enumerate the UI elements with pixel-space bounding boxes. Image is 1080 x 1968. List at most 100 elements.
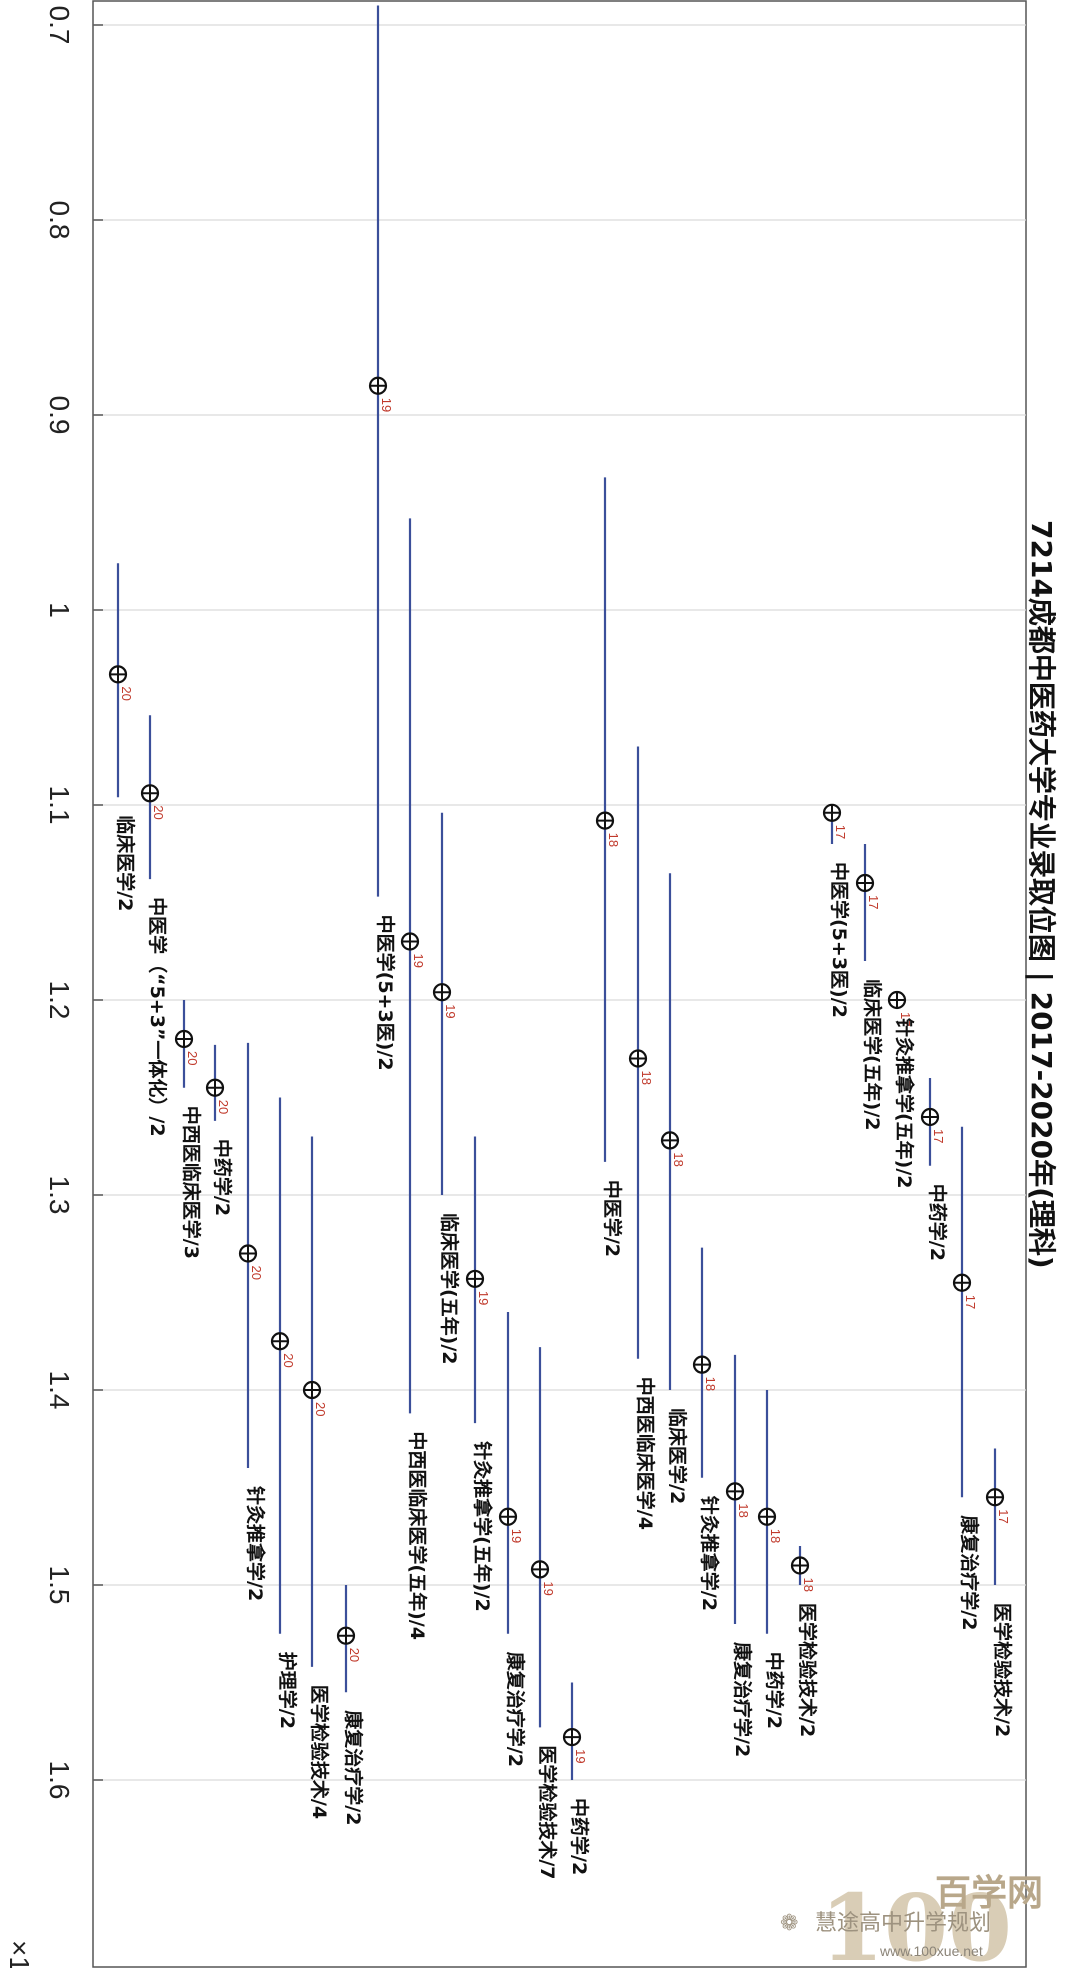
year-label: 19 xyxy=(411,954,426,968)
data-point-group: 18 临床医学/2 xyxy=(660,873,689,1504)
data-point-group: 17 临床医学(五年)/2 xyxy=(855,844,884,1131)
year-label: 20 xyxy=(185,1051,200,1065)
year-label: 18 xyxy=(736,1503,751,1517)
category-label: 针灸推拿学(五年)/2 xyxy=(893,1018,916,1189)
y-tick-label: 1.5 xyxy=(44,1566,75,1605)
year-label: 20 xyxy=(151,805,166,819)
data-point-group: 19 康复治疗学/2 xyxy=(498,1312,527,1767)
category-label: 医学检验技术/2 xyxy=(991,1603,1014,1737)
year-label: 18 xyxy=(606,833,621,847)
svg-text:100: 100 xyxy=(820,1874,1012,1968)
data-point-group: 17 中药学/2 xyxy=(920,1078,949,1261)
data-point-group: 17 医学检验技术/2 xyxy=(985,1448,1014,1737)
data-point-group: 20 护理学/2 xyxy=(270,1097,299,1729)
crosshair-mark xyxy=(824,804,840,821)
data-point-group: 20 中医学（“5+3”一体化）/2 xyxy=(140,715,169,1137)
y-tick-label: 1 xyxy=(44,602,75,618)
category-label: 临床医学(五年)/2 xyxy=(438,1213,461,1365)
crosshair-mark xyxy=(564,1729,580,1746)
data-point-group: 20 针灸推拿学/2 xyxy=(238,1042,267,1601)
crosshair-mark xyxy=(889,992,905,1008)
crosshair-mark xyxy=(694,1356,710,1373)
svg-text:百学网: 百学网 xyxy=(935,1872,1043,1914)
crosshair-mark xyxy=(759,1508,775,1525)
year-label: 20 xyxy=(119,686,134,700)
data-point-group: 20 康复治疗学/2 xyxy=(336,1585,365,1825)
svg-text:www.100xue.net: www.100xue.net xyxy=(879,1943,983,1959)
chart-title: 7214成都中医药大学专业录取位图 | 2017-2020年(理科) xyxy=(1025,520,1058,1269)
year-label: 19 xyxy=(443,1004,458,1018)
y-tick-label: 1.2 xyxy=(44,981,75,1020)
year-label: 19 xyxy=(573,1749,588,1763)
year-label: 17 xyxy=(833,825,848,839)
crosshair-mark xyxy=(500,1508,516,1525)
crosshair-mark xyxy=(110,666,126,683)
data-point-group: 18 中西医临床医学/4 xyxy=(628,746,657,1530)
year-label: 19 xyxy=(509,1529,524,1543)
year-label: 18 xyxy=(639,1071,654,1085)
category-label: 针灸推拿学/2 xyxy=(244,1486,267,1601)
category-label: 护理学/2 xyxy=(276,1652,299,1729)
year-label: 20 xyxy=(249,1266,264,1280)
crosshair-mark xyxy=(467,1270,483,1287)
y-tick-label: 1.1 xyxy=(44,786,75,825)
year-label: 20 xyxy=(347,1648,362,1662)
category-label: 中医学(5+3医)/2 xyxy=(828,862,851,1018)
crosshair-mark xyxy=(532,1561,548,1578)
year-label: 20 xyxy=(281,1353,296,1367)
crosshair-mark xyxy=(272,1333,288,1350)
data-point-group: 19 医学检验技术/7 xyxy=(530,1347,559,1880)
watermark-logo: 100 百学网 ❁ 慧途高中升学规划 www.100xue.net xyxy=(780,1872,1043,1968)
data-point-group: 20 中西医临床医学/3 xyxy=(174,1000,203,1259)
year-label: 18 xyxy=(671,1152,686,1166)
year-label: 19 xyxy=(541,1581,556,1595)
crosshair-mark xyxy=(857,875,873,891)
category-label: 临床医学/2 xyxy=(666,1408,689,1504)
y-tick-label: 1.3 xyxy=(44,1176,75,1215)
year-label: 17 xyxy=(996,1509,1011,1523)
crosshair-mark xyxy=(987,1489,1003,1506)
crosshair-mark xyxy=(792,1557,808,1574)
axis-multiplier: ×10⁴ xyxy=(4,1940,35,1968)
y-tick-label: 0.7 xyxy=(44,6,75,45)
category-label: 中药学/2 xyxy=(763,1652,786,1729)
category-label: 医学检验技术/4 xyxy=(308,1685,331,1819)
category-label: 中医学（“5+3”一体化）/2 xyxy=(146,897,169,1137)
category-label: 中西医临床医学(五年)/4 xyxy=(406,1431,429,1640)
crosshair-mark xyxy=(402,933,418,950)
data-point-group: 19 中药学/2 xyxy=(562,1682,591,1875)
year-label: 18 xyxy=(703,1377,718,1391)
year-label: 17 xyxy=(931,1129,946,1143)
data-point-group: 19 临床医学(五年)/2 xyxy=(432,812,461,1365)
grid xyxy=(93,24,1026,1781)
crosshair-mark xyxy=(240,1245,256,1262)
crosshair-mark xyxy=(304,1382,320,1398)
category-label: 中药学/2 xyxy=(926,1184,949,1261)
crosshair-mark xyxy=(338,1627,354,1644)
crosshair-mark xyxy=(597,812,613,829)
data-marks: 20 临床医学/2 20 中医学（“5+3”一体化）/2 20 中西医临床医学/3 20 中药… xyxy=(108,5,1014,1880)
year-label: 17 xyxy=(866,895,881,909)
category-label: 临床医学/2 xyxy=(114,815,137,911)
data-point-group: 18 中医学/2 xyxy=(595,477,624,1257)
plot-frame xyxy=(92,0,1027,1968)
crosshair-mark xyxy=(142,785,158,802)
y-tick-label: 0.9 xyxy=(44,396,75,435)
category-label: 医学检验技术/2 xyxy=(796,1603,819,1737)
year-label: 20 xyxy=(216,1100,231,1114)
category-label: 康复治疗学/2 xyxy=(342,1710,365,1825)
crosshair-mark xyxy=(954,1274,970,1291)
year-label: 19 xyxy=(476,1291,491,1305)
crosshair-mark xyxy=(207,1079,223,1096)
year-label: 17 xyxy=(963,1295,978,1309)
year-label: 18 xyxy=(801,1578,816,1592)
category-label: 针灸推拿学/2 xyxy=(698,1496,721,1611)
crosshair-mark xyxy=(176,1031,192,1047)
crosshair-mark xyxy=(662,1132,678,1149)
category-label: 中西医临床医学/3 xyxy=(180,1106,203,1259)
crosshair-mark xyxy=(922,1109,938,1125)
wechat-icon: ❁ xyxy=(780,1911,798,1936)
category-label: 康复治疗学/2 xyxy=(958,1515,981,1630)
year-label: 17 xyxy=(898,1012,913,1026)
